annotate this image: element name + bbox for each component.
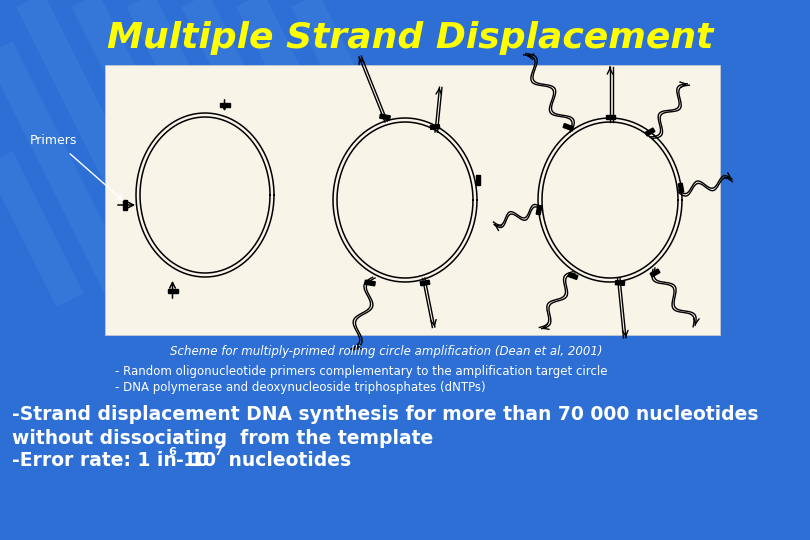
- Polygon shape: [364, 280, 375, 286]
- Text: - DNA polymerase and deoxynucleoside triphosphates (dNTPs): - DNA polymerase and deoxynucleoside tri…: [115, 381, 486, 395]
- Polygon shape: [123, 200, 127, 210]
- Polygon shape: [568, 273, 578, 279]
- Polygon shape: [430, 125, 440, 130]
- Text: -Strand displacement DNA synthesis for more than 70 000 nucleotides: -Strand displacement DNA synthesis for m…: [12, 406, 758, 424]
- Polygon shape: [616, 281, 625, 285]
- Polygon shape: [650, 269, 660, 277]
- Polygon shape: [420, 280, 430, 286]
- Text: - 10: - 10: [176, 451, 216, 470]
- Polygon shape: [645, 128, 655, 136]
- Polygon shape: [536, 205, 542, 215]
- Polygon shape: [563, 124, 573, 131]
- Text: Multiple Strand Displacement: Multiple Strand Displacement: [107, 21, 713, 55]
- Text: Primers: Primers: [30, 133, 78, 146]
- Polygon shape: [678, 183, 684, 193]
- Text: Scheme for multiply-primed rolling circle amplification (Dean et al, 2001): Scheme for multiply-primed rolling circl…: [170, 346, 603, 359]
- Bar: [105, 65, 720, 335]
- Polygon shape: [220, 103, 229, 107]
- Polygon shape: [606, 115, 615, 119]
- Text: without dissociating  from the template: without dissociating from the template: [12, 429, 433, 448]
- Text: - Random oligonucleotide primers complementary to the amplification target circl: - Random oligonucleotide primers complem…: [115, 366, 608, 379]
- Text: 6: 6: [168, 447, 176, 457]
- Polygon shape: [380, 114, 390, 120]
- Text: -Error rate: 1 in 10: -Error rate: 1 in 10: [12, 451, 209, 470]
- Text: 7: 7: [214, 447, 222, 457]
- Polygon shape: [476, 175, 480, 185]
- Polygon shape: [168, 289, 177, 293]
- Text: nucleotides: nucleotides: [222, 451, 351, 470]
